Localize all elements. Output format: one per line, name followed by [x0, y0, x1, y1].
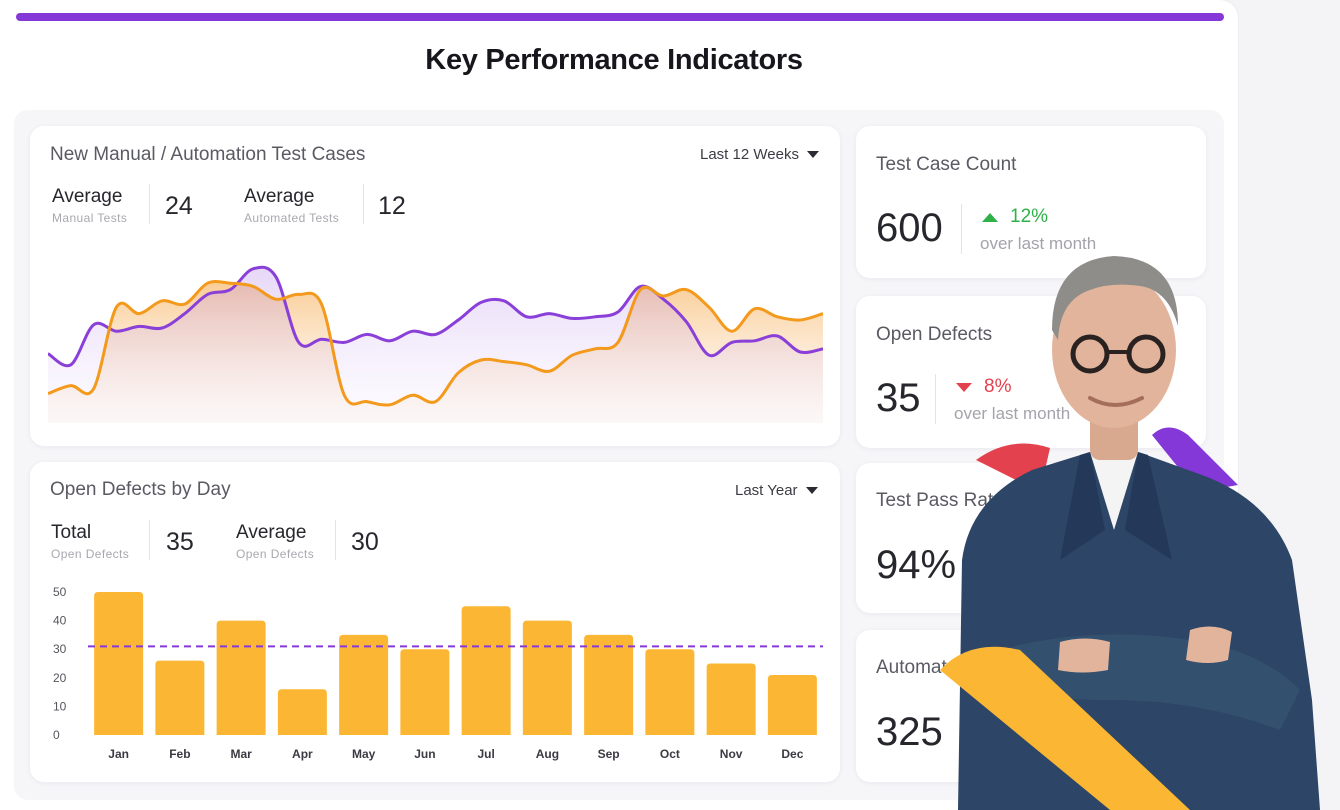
stat-value: 12 — [378, 192, 406, 220]
stat-sub: Open Defects — [51, 547, 130, 561]
manual-tests-line — [48, 280, 823, 407]
stat-value: 35 — [166, 528, 194, 556]
card-title: New Manual / Automation Test Cases — [50, 144, 366, 165]
x-tick-label: May — [352, 747, 376, 761]
y-tick-label: 20 — [53, 671, 67, 685]
yellow-accent-shape — [940, 646, 1190, 810]
kpi-change: 8% — [956, 376, 1011, 398]
purple-accent-shape — [1152, 427, 1238, 492]
stat-label: Average — [244, 186, 315, 207]
stat-average-automated: Average Automated Tests — [244, 186, 339, 225]
person-photo — [940, 256, 1320, 810]
stat-average-manual: Average Manual Tests — [52, 186, 127, 225]
range-label: Last Year — [735, 482, 798, 499]
y-tick-label: 50 — [53, 585, 67, 599]
x-tick-label: Feb — [169, 747, 190, 761]
defects-card: Open Defects by Day Last Year Total Open… — [30, 462, 840, 782]
kpi-title: Test Pass Rate — [876, 490, 1004, 511]
kpi-title: Test Case Count — [876, 154, 1017, 175]
stat-sub: Automated Tests — [244, 211, 340, 225]
automated-tests-line — [48, 265, 823, 368]
stat-value: 24 — [165, 192, 193, 220]
kpi-value: 325 — [876, 710, 943, 754]
kpi-card-test-case-count: Test Case Count 600 12% over last month — [856, 126, 1206, 278]
bar-jun[interactable] — [400, 649, 450, 735]
top-accent-bar — [16, 13, 1224, 21]
stat-value: 30 — [351, 528, 379, 556]
bar-jan[interactable] — [94, 592, 144, 735]
divider — [149, 184, 150, 224]
automated-tests-area — [48, 267, 823, 423]
kpi-value: 94% — [876, 543, 957, 587]
trend-down-icon — [956, 382, 972, 392]
y-tick-label: 0 — [53, 728, 60, 742]
kpi-sub: over last month — [980, 234, 1097, 253]
x-tick-label: Mar — [230, 747, 252, 761]
bar-aug[interactable] — [522, 620, 572, 735]
x-tick-label: Jun — [414, 747, 435, 761]
bar-feb[interactable] — [155, 660, 205, 735]
x-tick-label: Nov — [720, 747, 743, 761]
bar-oct[interactable] — [645, 649, 695, 735]
x-tick-label: Dec — [781, 747, 803, 761]
bar-mar[interactable] — [216, 620, 266, 735]
hair — [1052, 256, 1178, 340]
caret-down-icon — [806, 151, 819, 158]
test-cases-area-chart — [48, 265, 823, 423]
bar-jul[interactable] — [461, 606, 511, 735]
divider — [149, 520, 150, 560]
bar-sep[interactable] — [584, 634, 634, 735]
stat-label: Average — [236, 522, 307, 543]
x-tick-label: Jul — [477, 747, 494, 761]
x-tick-label: Sep — [598, 747, 620, 761]
caret-down-icon — [805, 487, 818, 494]
kpi-change: 12% — [982, 206, 1048, 228]
bar-apr[interactable] — [277, 689, 327, 735]
kpi-change-value: 12% — [1010, 206, 1049, 227]
y-tick-label: 10 — [53, 699, 67, 713]
x-tick-label: Aug — [536, 747, 559, 761]
x-tick-label: Jan — [108, 747, 129, 761]
divider — [363, 184, 364, 224]
x-tick-label: Apr — [292, 747, 313, 761]
stat-label: Average — [52, 186, 123, 207]
kpi-value: 600 — [876, 206, 943, 250]
bar-may[interactable] — [339, 634, 389, 735]
range-label: Last 12 Weeks — [700, 146, 799, 163]
divider — [961, 204, 962, 254]
bar-dec[interactable] — [767, 674, 817, 735]
stat-total-defects: Total Open Defects — [51, 522, 129, 561]
stat-average-defects: Average Open Defects — [236, 522, 314, 561]
kpi-change-value: 8% — [984, 376, 1012, 397]
divider — [335, 520, 336, 560]
page-title: Key Performance Indicators — [425, 44, 803, 76]
test-cases-card: New Manual / Automation Test Cases Last … — [30, 126, 840, 446]
card-title: Open Defects by Day — [50, 479, 231, 500]
y-tick-label: 30 — [53, 642, 67, 656]
x-tick-label: Oct — [660, 747, 680, 761]
stat-sub: Open Defects — [236, 547, 315, 561]
range-dropdown[interactable]: Last 12 Weeks — [700, 146, 819, 163]
y-tick-label: 40 — [53, 614, 67, 628]
stat-label: Total — [51, 522, 92, 543]
trend-up-icon — [982, 212, 998, 222]
stat-sub: Manual Tests — [52, 211, 128, 225]
bar-nov[interactable] — [706, 663, 756, 736]
range-dropdown[interactable]: Last Year — [735, 482, 818, 499]
kpi-sub: over last month — [954, 404, 1071, 423]
kpi-value: 35 — [876, 376, 921, 420]
divider — [935, 374, 936, 424]
defects-bar-chart: 0 10 20 30 40 50 Jan Feb Mar Apr May Jun Jul Aug Sep Oc… — [53, 585, 823, 761]
kpi-title: Open Defects — [876, 324, 993, 345]
